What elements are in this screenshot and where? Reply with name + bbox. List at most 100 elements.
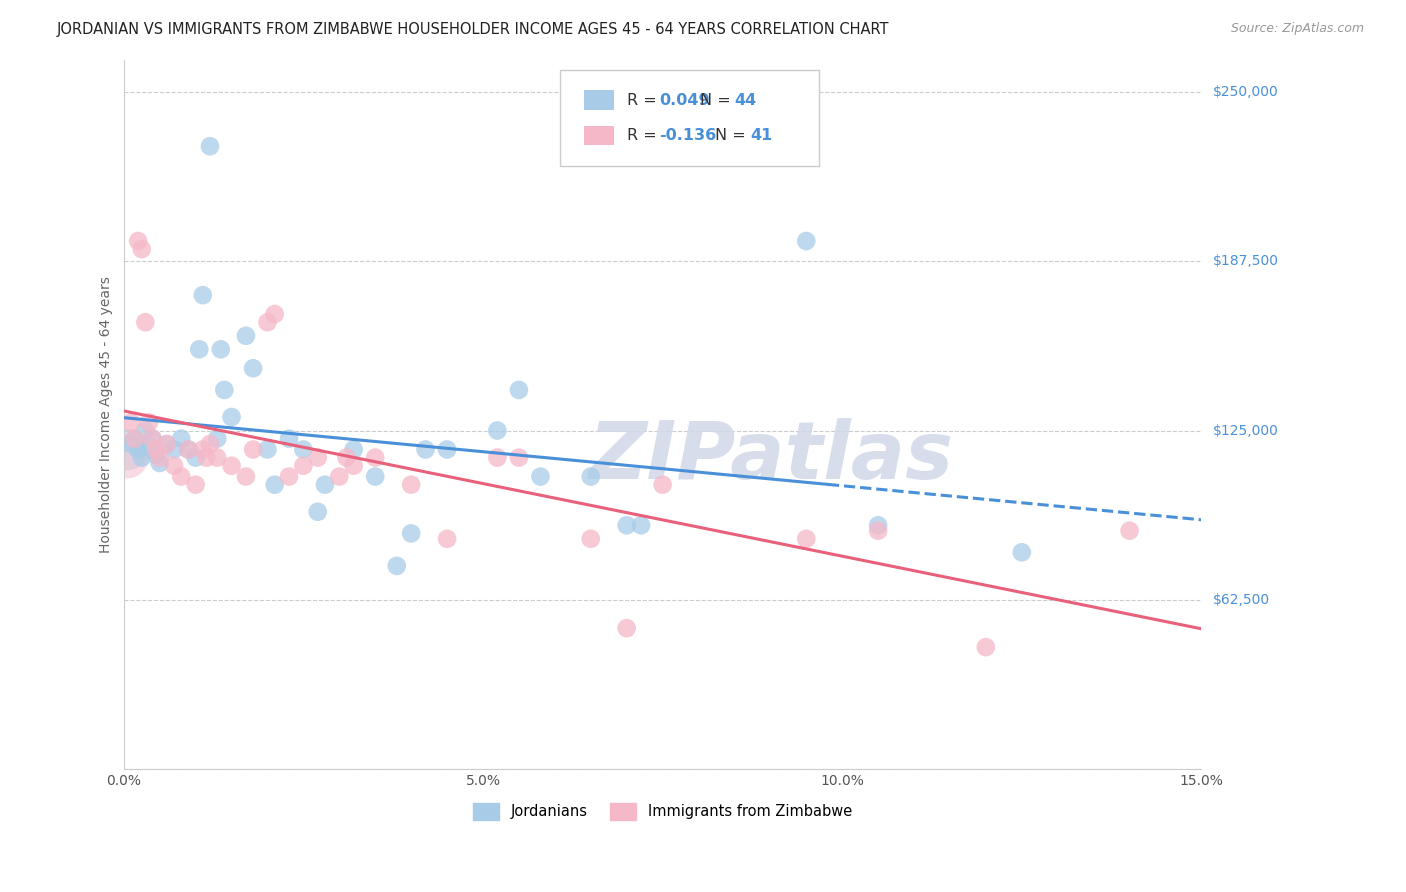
Point <box>794 532 817 546</box>
Text: $187,500: $187,500 <box>1212 254 1278 268</box>
Point <box>198 437 221 451</box>
Point <box>242 361 264 376</box>
Point <box>364 469 387 483</box>
Point <box>138 440 160 454</box>
Point <box>794 234 817 248</box>
Point <box>1011 545 1033 559</box>
Point <box>263 307 285 321</box>
Point <box>141 432 163 446</box>
Point <box>141 432 163 446</box>
Point <box>221 409 243 424</box>
Point <box>138 416 160 430</box>
Text: $250,000: $250,000 <box>1212 85 1278 99</box>
Point <box>127 442 149 457</box>
Text: R =: R = <box>627 93 662 108</box>
Point <box>385 558 408 573</box>
Point <box>868 518 890 533</box>
Text: R =: R = <box>627 128 662 143</box>
Point <box>868 524 890 538</box>
Point <box>205 450 228 465</box>
Point <box>221 458 243 473</box>
Point <box>124 432 146 446</box>
FancyBboxPatch shape <box>560 70 818 166</box>
Text: 0.049: 0.049 <box>659 93 710 108</box>
Point <box>436 442 458 457</box>
Point <box>184 450 207 465</box>
Point <box>328 469 350 483</box>
Point <box>314 477 336 491</box>
Point <box>436 532 458 546</box>
FancyBboxPatch shape <box>583 126 614 145</box>
Point <box>486 424 509 438</box>
Point <box>134 424 156 438</box>
Legend: Jordanians, Immigrants from Zimbabwe: Jordanians, Immigrants from Zimbabwe <box>467 797 858 825</box>
Point <box>195 450 218 465</box>
Point <box>364 450 387 465</box>
Point <box>163 442 186 457</box>
Point <box>242 442 264 457</box>
Point <box>205 432 228 446</box>
Point <box>278 469 301 483</box>
Point <box>486 450 509 465</box>
Point <box>170 432 193 446</box>
Text: $125,000: $125,000 <box>1212 424 1278 437</box>
Point <box>508 383 530 397</box>
Point <box>307 505 329 519</box>
Text: N =: N = <box>700 93 737 108</box>
Point <box>145 448 167 462</box>
Point <box>651 477 673 491</box>
Point <box>124 432 146 446</box>
Point <box>209 343 232 357</box>
Point <box>117 450 139 465</box>
Text: -0.136: -0.136 <box>659 128 717 143</box>
Point <box>145 442 167 457</box>
Text: 41: 41 <box>749 128 772 143</box>
Point <box>127 234 149 248</box>
Point <box>177 442 200 457</box>
Point <box>343 458 366 473</box>
Point <box>529 469 551 483</box>
Text: JORDANIAN VS IMMIGRANTS FROM ZIMBABWE HOUSEHOLDER INCOME AGES 45 - 64 YEARS CORR: JORDANIAN VS IMMIGRANTS FROM ZIMBABWE HO… <box>56 22 889 37</box>
Point <box>399 477 422 491</box>
Text: 44: 44 <box>735 93 756 108</box>
Point <box>630 518 652 533</box>
Point <box>156 437 179 451</box>
Point <box>256 315 278 329</box>
Y-axis label: Householder Income Ages 45 - 64 years: Householder Income Ages 45 - 64 years <box>100 276 114 553</box>
Point <box>149 456 172 470</box>
Point <box>256 442 278 457</box>
Point <box>131 450 153 465</box>
Text: $62,500: $62,500 <box>1212 593 1270 607</box>
Point <box>235 328 257 343</box>
Point <box>149 450 172 465</box>
Point <box>163 458 186 473</box>
Point <box>117 442 139 457</box>
Point <box>177 442 200 457</box>
Text: ZIPatlas: ZIPatlas <box>588 417 953 496</box>
Point <box>1118 524 1140 538</box>
Point <box>120 437 142 451</box>
Point <box>616 621 638 635</box>
FancyBboxPatch shape <box>583 90 614 110</box>
Point <box>170 469 193 483</box>
Point <box>292 442 315 457</box>
Point <box>335 450 357 465</box>
Point <box>235 469 257 483</box>
Point <box>198 139 221 153</box>
Point <box>616 518 638 533</box>
Point <box>191 288 214 302</box>
Point <box>188 343 211 357</box>
Point <box>415 442 437 457</box>
Point <box>156 437 179 451</box>
Point <box>974 640 997 654</box>
Point <box>131 242 153 256</box>
Point <box>184 477 207 491</box>
Point <box>214 383 236 397</box>
Text: N =: N = <box>716 128 751 143</box>
Point <box>343 442 366 457</box>
Point <box>263 477 285 491</box>
Point <box>292 458 315 473</box>
Point <box>579 532 602 546</box>
Point <box>579 469 602 483</box>
Text: Source: ZipAtlas.com: Source: ZipAtlas.com <box>1230 22 1364 36</box>
